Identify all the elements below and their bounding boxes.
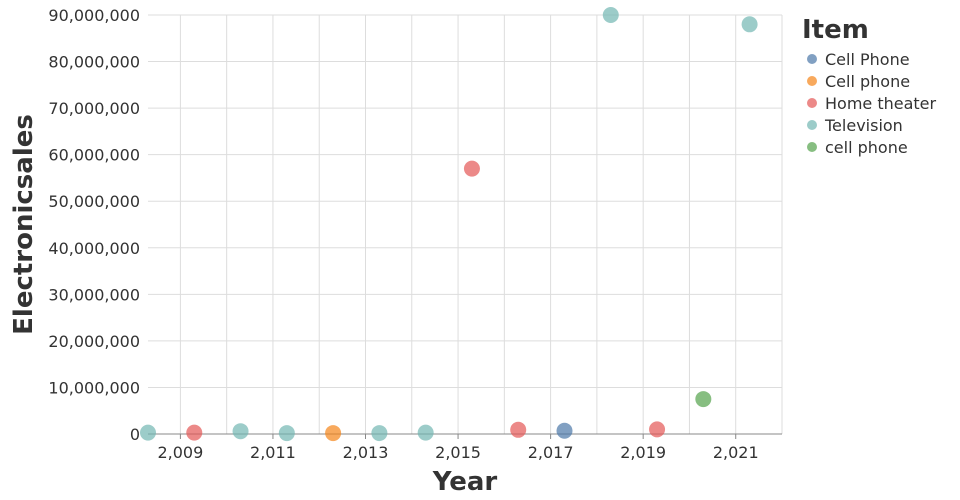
y-tick-label: 0 (130, 425, 140, 444)
data-point (140, 424, 156, 441)
data-point (649, 421, 666, 438)
x-axis-title: Year (432, 467, 498, 497)
legend-symbol (807, 142, 817, 152)
legend-label: Cell Phone (825, 50, 910, 69)
legend-label: Home theater (825, 94, 937, 113)
data-point (371, 425, 388, 442)
data-point (186, 424, 203, 441)
y-tick-label: 10,000,000 (48, 378, 140, 397)
x-tick-label: 2,019 (620, 443, 666, 462)
data-point (417, 424, 434, 441)
legend: Item Cell Phone Cell phone Home theater Tel… (802, 15, 937, 157)
data-point (510, 421, 527, 438)
y-tick-label: 30,000,000 (48, 285, 140, 304)
legend-symbol (807, 98, 817, 108)
y-tick-label: 60,000,000 (48, 146, 140, 165)
axes: 0 10,000,000 20,000,000 30,000,000 40,000,00… (48, 6, 782, 462)
x-tick-label: 2,009 (157, 443, 203, 462)
legend-label: Television (824, 116, 903, 135)
y-tick-label: 20,000,000 (48, 332, 140, 351)
y-tick-label: 50,000,000 (48, 192, 140, 211)
gridlines (148, 14, 783, 435)
x-tick-label: 2,011 (250, 443, 296, 462)
x-tick-label: 2,015 (435, 443, 481, 462)
y-tick-label: 90,000,000 (48, 6, 140, 25)
y-axis-title: Electronicsales (9, 114, 39, 335)
data-point (463, 160, 480, 177)
data-point (741, 16, 758, 33)
legend-label: cell phone (825, 138, 908, 157)
x-tick-label: 2,013 (343, 443, 389, 462)
x-tick-label: 2,017 (528, 443, 574, 462)
legend-title: Item (802, 15, 869, 45)
data-point (278, 425, 295, 442)
legend-symbol (807, 120, 817, 130)
data-point (232, 423, 249, 440)
data-point (602, 7, 619, 23)
data-points (140, 7, 758, 442)
legend-symbol (807, 76, 817, 86)
y-tick-label: 80,000,000 (48, 53, 140, 72)
y-tick-label: 40,000,000 (48, 239, 140, 258)
data-point (325, 425, 342, 442)
y-tick-label: 70,000,000 (48, 99, 140, 118)
data-point (695, 391, 712, 408)
legend-symbol (807, 54, 817, 64)
legend-label: Cell phone (825, 72, 910, 91)
x-tick-label: 2,021 (713, 443, 759, 462)
data-point (556, 422, 573, 439)
